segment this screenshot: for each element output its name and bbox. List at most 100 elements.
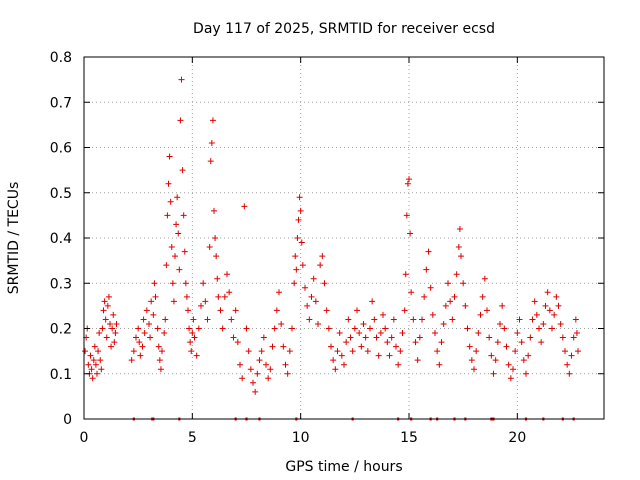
data-point — [133, 334, 139, 341]
data-point — [570, 334, 577, 341]
data-point — [273, 307, 280, 314]
data-point — [464, 325, 471, 332]
data-point — [481, 275, 488, 282]
y-tick-label: 0.8 — [50, 50, 72, 66]
data-point — [280, 343, 287, 350]
data-point — [492, 357, 499, 364]
data-point — [221, 293, 228, 300]
data-point — [382, 325, 389, 332]
data-point — [499, 302, 506, 309]
data-point — [172, 253, 178, 260]
data-point — [265, 375, 272, 382]
x-tick-labels: 0 5 10 15 20 — [80, 430, 527, 446]
data-point — [416, 334, 423, 341]
data-point — [178, 76, 185, 83]
data-point — [97, 357, 104, 364]
data-point — [395, 361, 402, 368]
data-point — [136, 339, 143, 346]
data-point — [510, 366, 516, 373]
data-point — [460, 280, 467, 287]
data-point — [208, 139, 215, 146]
data-point — [234, 339, 241, 346]
data-point — [99, 325, 106, 332]
data-point — [182, 280, 189, 287]
data-point — [166, 153, 173, 160]
data-point — [298, 239, 305, 246]
data-point — [371, 316, 378, 323]
data-point — [555, 302, 562, 309]
data-point — [421, 293, 428, 300]
data-point — [523, 370, 529, 377]
data-point — [161, 330, 168, 337]
data-point — [147, 334, 154, 341]
data-point — [91, 343, 98, 350]
data-point — [458, 253, 464, 260]
data-point — [276, 289, 282, 296]
data-point — [388, 334, 395, 341]
data-point — [183, 293, 190, 300]
data-point — [299, 262, 306, 269]
data-point — [292, 253, 299, 260]
data-point — [414, 357, 421, 364]
axis-ticks — [83, 56, 604, 420]
data-point — [254, 370, 261, 377]
data-point — [168, 244, 175, 251]
data-point — [432, 330, 438, 337]
data-point — [354, 307, 360, 314]
x-tick-label: 10 — [292, 430, 310, 446]
data-point — [362, 334, 369, 341]
data-point — [173, 221, 180, 228]
data-point — [95, 348, 102, 355]
y-tick-label: 0.5 — [50, 186, 72, 202]
data-point — [341, 361, 347, 368]
data-point — [315, 320, 321, 327]
data-point — [92, 361, 99, 368]
data-point — [434, 348, 441, 355]
data-point — [440, 320, 447, 327]
data-point — [82, 348, 89, 355]
data-point — [258, 348, 265, 355]
data-point — [399, 330, 406, 337]
data-point — [148, 298, 155, 305]
data-point — [390, 316, 397, 323]
data-point — [484, 307, 490, 314]
data-point — [436, 361, 443, 368]
data-point — [427, 284, 434, 291]
data-point — [143, 307, 150, 314]
data-point — [501, 325, 508, 332]
data-point — [349, 348, 356, 355]
data-point — [518, 339, 525, 346]
data-point — [190, 316, 197, 323]
data-point — [186, 325, 193, 332]
data-point — [488, 352, 495, 359]
data-point — [291, 280, 298, 287]
data-point — [140, 316, 147, 323]
data-point — [402, 271, 409, 278]
data-point — [181, 248, 188, 255]
data-point — [559, 334, 566, 341]
data-point — [159, 348, 165, 355]
data-point — [284, 370, 291, 377]
data-point — [408, 289, 415, 296]
data-point — [514, 330, 521, 337]
y-tick-label: 0.1 — [50, 367, 72, 383]
data-point — [269, 343, 276, 350]
data-point — [295, 216, 302, 223]
data-point — [151, 280, 158, 287]
data-point — [176, 266, 183, 273]
data-point — [111, 339, 118, 346]
x-tick-label: 15 — [400, 430, 418, 446]
data-point — [533, 311, 540, 318]
x-tick-label: 20 — [508, 430, 526, 446]
data-point — [406, 176, 412, 183]
data-point — [179, 167, 186, 174]
data-point — [317, 262, 324, 269]
data-point — [135, 325, 142, 332]
data-point — [369, 298, 376, 305]
x-axis-title: GPS time / hours — [285, 459, 402, 475]
data-point — [325, 325, 332, 332]
data-point — [466, 343, 473, 350]
data-point — [103, 334, 110, 341]
data-point — [520, 357, 527, 364]
